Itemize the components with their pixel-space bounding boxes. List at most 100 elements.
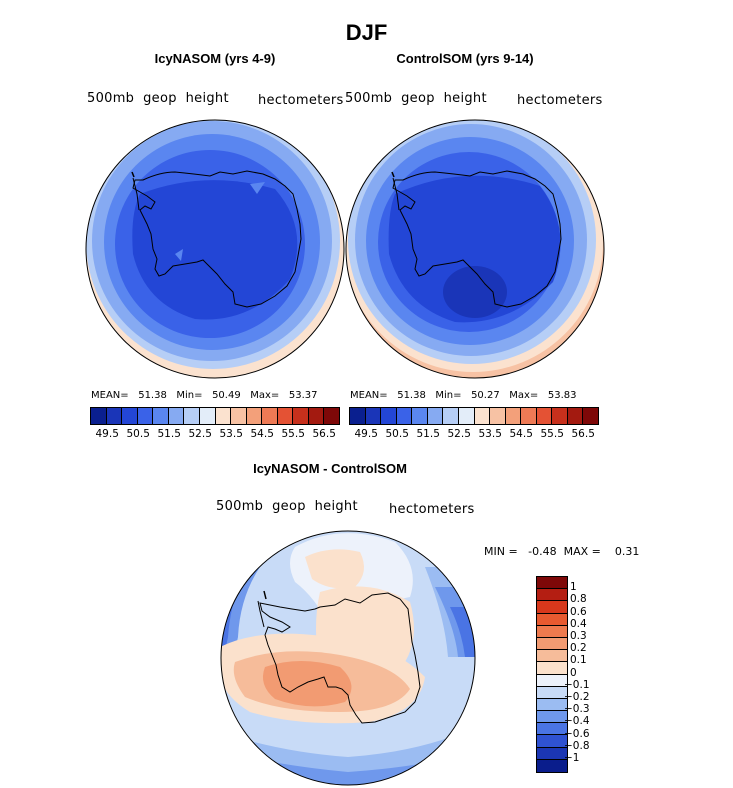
diff-colorbar-tick-label: 0.3 [570,630,587,642]
left-colorbar-swatch [308,408,325,424]
diff-colorbar-swatch [537,662,567,675]
left-colorbar-swatch [137,408,154,424]
diff-colorbar-tick-label: 0.4 [570,617,587,630]
right-max-value: 53.83 [547,390,577,401]
left-colorbar-tick-label: 52.5 [188,428,212,440]
right-colorbar-swatch [505,408,522,424]
left-colorbar-tick-label: 55.5 [281,428,305,440]
right-min-label: Min= [435,390,462,401]
right-max-label: Max= [509,390,539,401]
diff-colorbar-swatch [537,625,567,638]
left-min-value: 50.49 [212,390,241,401]
diff-colorbar-tick-label: −0.2 [564,691,590,703]
right-colorbar [349,407,599,425]
diff-colorbar-swatch [537,674,567,687]
left-colorbar-swatch [262,408,278,424]
left-colorbar-swatch [199,408,216,424]
right-colorbar-tick-label: 56.5 [571,428,595,440]
right-colorbar-swatch [443,408,459,424]
diff-colorbar-swatch [537,601,567,614]
diff-colorbar-swatch [537,577,567,590]
right-colorbar-swatch [583,408,598,424]
right-colorbar-tick-label: 49.5 [354,428,378,440]
right-colorbar-tick-label: 52.5 [447,428,471,440]
right-colorbar-swatch [427,408,444,424]
left-colorbar-tick-label: 56.5 [312,428,336,440]
left-colorbar [90,407,340,425]
diff-polar-map [220,530,476,786]
right-min-value: 50.27 [471,390,500,401]
diff-panel-title: IcyNASOM - ControlSOM [253,461,407,476]
figure-title: DJF [345,20,388,45]
left-colorbar-tick-label: 50.5 [126,428,150,440]
left-colorbar-tick-label: 49.5 [95,428,119,440]
right-colorbar-swatch [350,408,366,424]
left-colorbar-swatch [168,408,185,424]
diff-colorbar-tick-label: −0.6 [564,727,590,740]
left-mean-label: MEAN= [91,390,129,401]
diff-colorbar-swatch [537,759,567,772]
diff-colorbar-tick-label: 1 [570,581,577,594]
right-panel-field-label: 500mb geop height [345,91,487,106]
right-colorbar-tick-label: 54.5 [509,428,533,440]
diff-minmax-text: MIN = -0.48 MAX = 0.31 [484,545,640,558]
diff-colorbar-swatch [537,723,567,736]
right-colorbar-swatch [567,408,584,424]
diff-colorbar [536,576,568,773]
diff-colorbar-tick-label: −0.4 [564,715,590,728]
diff-colorbar-tick-label: 0.6 [570,605,587,618]
diff-colorbar-swatch [537,613,567,626]
right-polar-map [345,119,605,379]
diff-colorbar-labels: 1 0.8 0.6 0.4 0.3 0.2 0.1 0 −0.1 −0.2 −0.3 −0.4 −0.6… [564,576,630,786]
right-colorbar-tick-label: 50.5 [385,428,409,440]
diff-colorbar-swatch [537,650,567,663]
left-colorbar-swatch [184,408,200,424]
left-colorbar-tick-label: 53.5 [219,428,243,440]
diff-colorbar-swatch [537,637,567,651]
right-colorbar-swatch [396,408,413,424]
right-mean-label: MEAN= [350,390,388,401]
left-max-value: 53.37 [288,390,318,401]
left-panel-title: IcyNASOM (yrs 4-9) [154,51,276,66]
diff-colorbar-tick-label: 0.1 [570,654,587,667]
diff-colorbar-swatch [537,735,567,748]
left-colorbar-tick-label: 51.5 [157,428,181,440]
right-colorbar-swatch [474,408,491,424]
right-colorbar-swatch [365,408,382,424]
right-colorbar-tick-label: 55.5 [540,428,564,440]
right-colorbar-swatch [381,408,397,424]
left-colorbar-swatch [277,408,294,424]
diff-colorbar-tick-label: 0.8 [570,593,587,606]
right-colorbar-tick-label: 53.5 [478,428,502,440]
left-colorbar-swatch [153,408,169,424]
diff-colorbar-tick-label: −0.1 [564,678,590,691]
left-colorbar-swatch [231,408,247,424]
diff-panel-units-label: hectometers [389,502,475,517]
diff-colorbar-swatch [537,711,567,724]
left-colorbar-swatch [91,408,107,424]
left-min-label: Min= [176,390,203,401]
right-panel-title: ControlSOM (yrs 9-14) [396,51,534,66]
diff-panel-field-label: 500mb geop height [216,499,358,514]
left-colorbar-swatch [324,408,339,424]
left-colorbar-swatch [215,408,232,424]
left-colorbar-swatch [122,408,138,424]
left-colorbar-swatch [246,408,263,424]
right-colorbar-labels: 49.5 50.5 51.5 52.5 53.5 54.5 55.5 56.5 [349,428,619,442]
left-colorbar-swatch [106,408,123,424]
diff-colorbar-tick-label: −0.3 [564,703,590,716]
left-colorbar-labels: 49.5 50.5 51.5 52.5 53.5 54.5 55.5 56.5 [90,428,360,442]
diff-colorbar-swatch [537,686,567,699]
right-colorbar-swatch [490,408,506,424]
right-colorbar-swatch [521,408,537,424]
diff-colorbar-tick-label: 0.2 [570,642,587,655]
diff-colorbar-swatch [537,747,567,760]
left-panel-field-label: 500mb geop height [87,91,229,106]
left-panel-stats: MEAN= 51.38 Min= 50.49 Max= 53.37 [91,390,318,401]
left-max-label: Max= [250,390,280,401]
left-mean-value: 51.38 [138,390,167,401]
left-panel-units-label: hectometers [258,93,344,108]
right-colorbar-swatch [458,408,475,424]
diff-colorbar-tick-label: 0 [570,666,577,679]
left-colorbar-tick-label: 54.5 [250,428,274,440]
